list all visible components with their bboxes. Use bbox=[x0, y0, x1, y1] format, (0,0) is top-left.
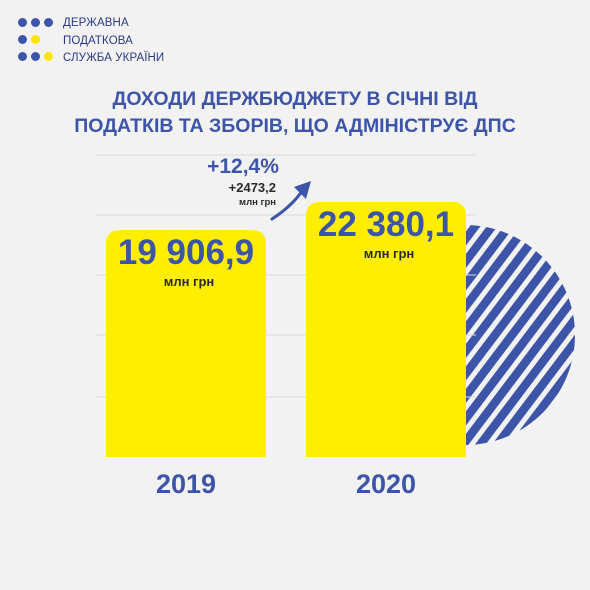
stripe bbox=[389, 225, 575, 445]
change-annotation: +12,4% +2473,2 млн грн bbox=[207, 155, 311, 221]
unit-label: млн грн bbox=[364, 246, 415, 261]
stripe bbox=[355, 225, 575, 445]
logo-dots-icon bbox=[18, 15, 62, 65]
change-percent-label: +12,4% bbox=[207, 155, 279, 178]
stripe bbox=[580, 110, 590, 560]
category-label: 2019 bbox=[156, 469, 216, 499]
stripe bbox=[355, 225, 575, 445]
bar-2019 bbox=[106, 230, 266, 457]
logo-text: ДЕРЖАВНА ПОДАТКОВА СЛУЖБА УКРАЇНИ bbox=[63, 15, 164, 68]
stripe bbox=[355, 225, 575, 445]
logo-line-2: ПОДАТКОВА bbox=[63, 34, 133, 47]
value-label: 19 906,9 bbox=[118, 233, 254, 272]
page-title: ДОХОДИ ДЕРЖБЮДЖЕТУ В СІЧНІ ВІД ПОДАТКІВ … bbox=[0, 86, 590, 140]
category-label: 2020 bbox=[356, 469, 416, 499]
value-label: 22 380,1 bbox=[318, 205, 454, 244]
logo-line-3: СЛУЖБА УКРАЇНИ bbox=[63, 52, 165, 64]
title-line-1: ДОХОДИ ДЕРЖБЮДЖЕТУ В СІЧНІ ВІД bbox=[112, 88, 478, 110]
stripe bbox=[372, 225, 575, 445]
arrowhead-icon bbox=[294, 181, 311, 199]
arrow-icon bbox=[270, 189, 304, 221]
change-abs-label: +2473,2 bbox=[229, 180, 276, 195]
title-line-2: ПОДАТКІВ ТА ЗБОРІВ, ЩО АДМІНІСТРУЄ ДПС bbox=[74, 115, 516, 137]
stripe bbox=[355, 225, 575, 445]
change-unit-label: млн грн bbox=[239, 197, 276, 208]
logo-line-1: ДЕРЖАВНА bbox=[63, 17, 129, 29]
bar-2020 bbox=[306, 202, 466, 457]
unit-label: млн грн bbox=[164, 274, 215, 289]
